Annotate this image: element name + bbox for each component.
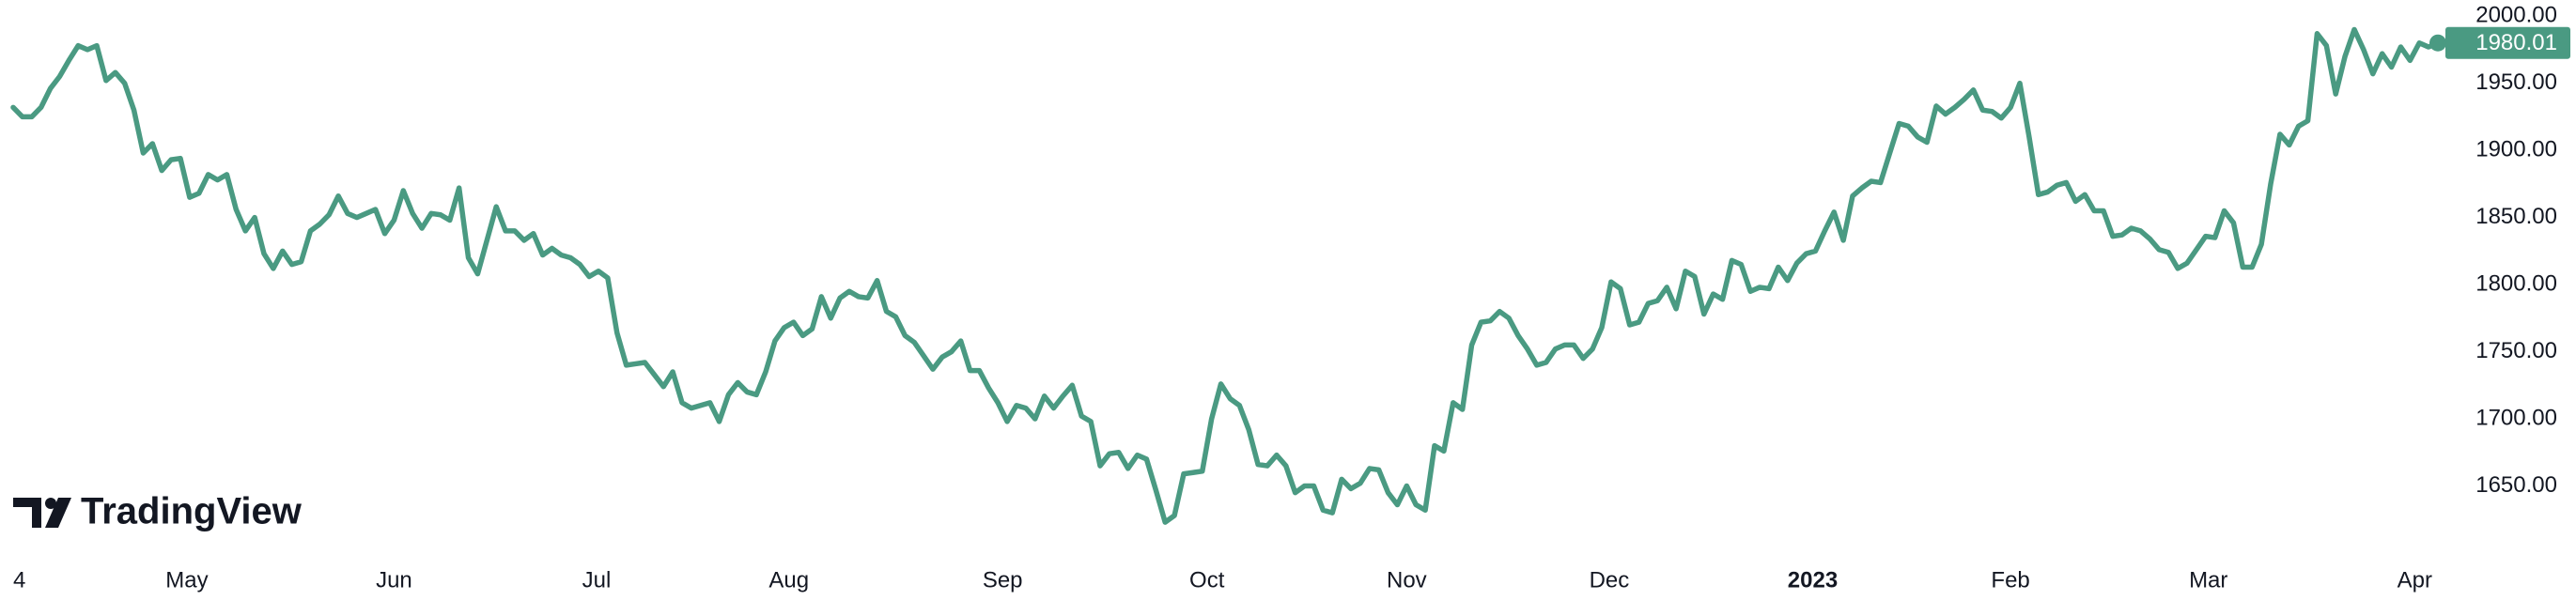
x-tick-label: Mar xyxy=(2189,567,2227,593)
y-tick-label: 1950.00 xyxy=(2475,69,2557,95)
last-price-box xyxy=(2445,26,2570,59)
x-tick-label: Dec xyxy=(1590,567,1630,593)
x-tick-label: Aug xyxy=(768,567,809,593)
x-tick-label: Jul xyxy=(582,567,612,593)
x-tick-label: Nov xyxy=(1387,567,1427,593)
watermark: TradingView xyxy=(81,491,303,532)
x-tick-label: Apr xyxy=(2398,567,2432,593)
x-tick-label: 2023 xyxy=(1788,567,1838,593)
x-tick-label: May xyxy=(165,567,208,593)
price-line xyxy=(10,26,2441,525)
x-tick-label: Oct xyxy=(1189,567,1225,593)
x-tick-label: Jun xyxy=(376,567,412,593)
logo-icon-slash xyxy=(45,498,71,528)
last-price-label: 1980.01 xyxy=(2475,30,2557,55)
y-tick-label: 1850.00 xyxy=(2475,204,2557,229)
y-tick-label: 1750.00 xyxy=(2475,338,2557,363)
x-tick-label: 4 xyxy=(13,567,25,593)
y-tick-label: 1800.00 xyxy=(2475,270,2557,296)
y-tick-label: 2000.00 xyxy=(2475,2,2557,27)
y-tick-label: 1650.00 xyxy=(2475,472,2557,498)
y-tick-label: 1900.00 xyxy=(2475,136,2557,162)
logo: TradingView xyxy=(13,491,303,532)
x-tick-label: Sep xyxy=(983,567,1023,593)
x-tick-label: Feb xyxy=(1991,567,2029,593)
logo-icon-dot xyxy=(45,498,56,509)
logo-icon xyxy=(13,498,41,528)
last-point xyxy=(2429,34,2446,52)
y-tick-label: 1700.00 xyxy=(2475,405,2557,430)
